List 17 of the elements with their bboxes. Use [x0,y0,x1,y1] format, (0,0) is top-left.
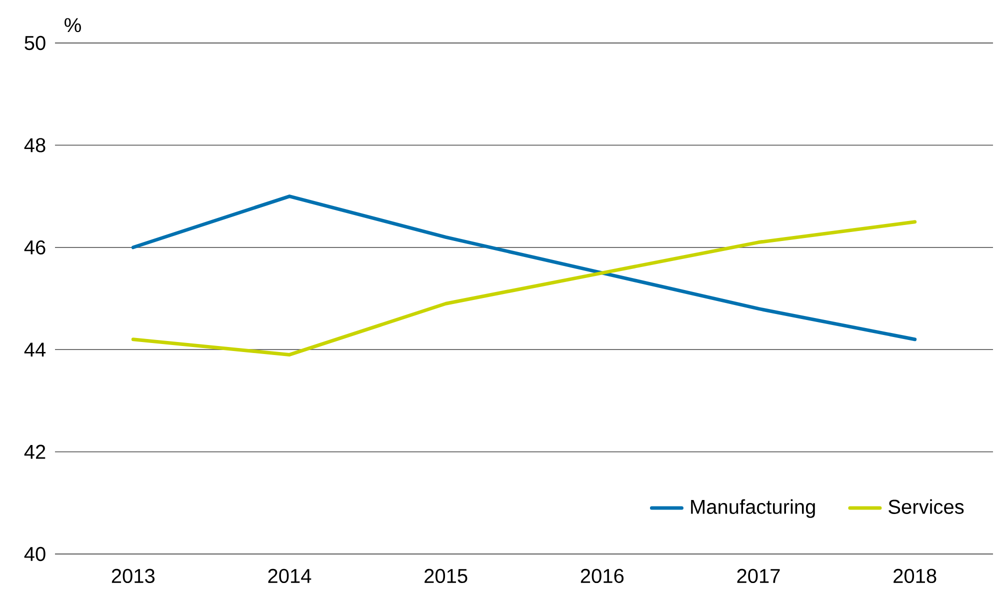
x-tick-label: 2014 [268,568,312,584]
x-tick-label: 2013 [112,568,155,584]
line-series [131,220,917,356]
line-series [131,194,917,342]
x-tick-label: 2018 [894,568,936,584]
x-tick-label: 2016 [580,568,624,584]
x-tick-label: 2017 [737,568,780,584]
y-tick-label: 50 [24,36,46,50]
y-tick-label: 40 [24,546,46,562]
x-tick-label: 2015 [424,568,468,584]
y-axis-title: % [64,18,81,32]
y-tick-label: 48 [24,138,46,152]
legend-label: Manufacturing [691,499,815,518]
legend-label: Services [888,499,964,514]
y-tick-label: 44 [24,342,46,356]
y-tick-label: 46 [24,240,46,254]
y-tick-label: 42 [24,444,46,459]
